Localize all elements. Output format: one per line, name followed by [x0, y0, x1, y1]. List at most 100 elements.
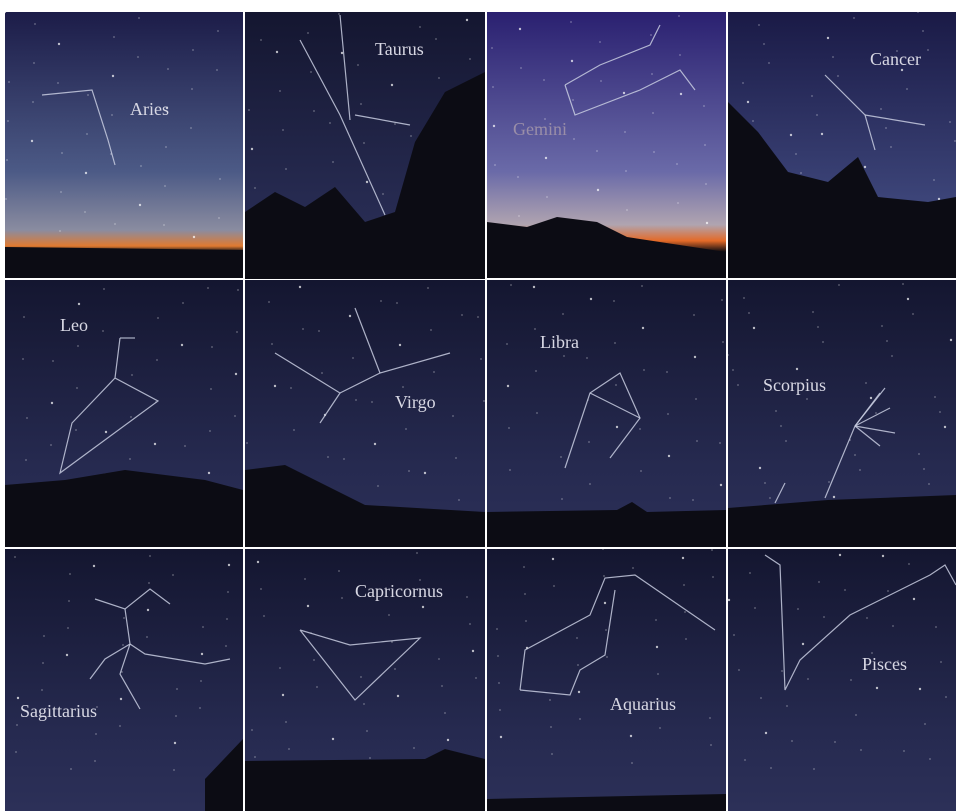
star	[535, 370, 536, 371]
star	[550, 726, 551, 727]
star	[854, 454, 855, 455]
constellation-label: Gemini	[513, 119, 567, 139]
star	[217, 30, 218, 31]
star	[120, 698, 122, 700]
star	[828, 481, 829, 482]
star	[706, 222, 708, 224]
star	[483, 400, 484, 401]
star	[543, 79, 544, 80]
star	[85, 172, 87, 174]
star	[939, 411, 940, 412]
star	[307, 32, 308, 33]
star	[218, 217, 219, 218]
star	[70, 768, 71, 769]
star	[748, 312, 749, 313]
star	[25, 459, 26, 460]
star	[685, 638, 686, 639]
star	[4, 11, 6, 13]
star	[747, 101, 749, 103]
star	[834, 741, 835, 742]
star	[657, 673, 658, 674]
star	[906, 88, 907, 89]
star	[812, 311, 813, 312]
star	[279, 667, 280, 668]
star	[31, 140, 33, 142]
star	[148, 582, 149, 583]
star	[95, 733, 96, 734]
star	[366, 181, 368, 183]
star	[17, 697, 19, 699]
star	[16, 724, 17, 725]
star	[32, 101, 33, 102]
star	[890, 146, 891, 147]
star	[175, 715, 176, 716]
star	[84, 211, 85, 212]
star	[469, 58, 470, 59]
star	[391, 84, 393, 86]
constellation-label: Virgo	[395, 392, 436, 412]
star	[764, 482, 765, 483]
star	[34, 23, 35, 24]
star	[360, 676, 361, 677]
star	[140, 165, 141, 166]
star	[475, 677, 476, 678]
star	[652, 112, 653, 113]
star	[577, 664, 578, 665]
star	[318, 330, 319, 331]
star	[26, 417, 27, 418]
panel: Capricornus	[245, 549, 485, 811]
star	[438, 77, 439, 78]
star	[51, 402, 53, 404]
star	[923, 468, 924, 469]
star	[806, 398, 807, 399]
star	[881, 325, 882, 326]
star	[377, 485, 378, 486]
star	[146, 636, 147, 637]
star	[561, 498, 562, 499]
star	[844, 589, 845, 590]
star	[352, 357, 353, 358]
star	[494, 164, 495, 165]
star	[466, 596, 467, 597]
star	[246, 442, 247, 443]
star	[282, 694, 284, 696]
star	[720, 484, 722, 486]
star	[944, 426, 946, 428]
star	[860, 749, 861, 750]
star	[8, 81, 9, 82]
star	[560, 456, 561, 457]
star	[257, 561, 259, 563]
star	[493, 125, 495, 127]
star	[156, 359, 157, 360]
star	[721, 299, 722, 300]
constellation-label: Taurus	[375, 39, 424, 59]
star	[573, 138, 574, 139]
star	[791, 740, 792, 741]
star	[181, 344, 183, 346]
star	[571, 60, 573, 62]
star	[441, 685, 442, 686]
star	[130, 416, 131, 417]
star	[5, 198, 6, 199]
star	[113, 36, 114, 37]
star	[435, 38, 436, 39]
star	[519, 28, 521, 30]
star	[363, 142, 364, 143]
star	[919, 688, 921, 690]
star	[236, 331, 237, 332]
star	[586, 357, 587, 358]
star	[167, 68, 168, 69]
star	[402, 386, 403, 387]
star	[949, 121, 950, 122]
star	[374, 443, 376, 445]
star	[892, 625, 893, 626]
constellation-label: Libra	[540, 332, 579, 352]
star	[639, 428, 640, 429]
star	[237, 289, 238, 290]
star	[22, 358, 23, 359]
star	[226, 618, 227, 619]
star	[182, 302, 183, 303]
star	[604, 602, 606, 604]
panel: Libra	[487, 280, 726, 547]
star	[216, 69, 217, 70]
